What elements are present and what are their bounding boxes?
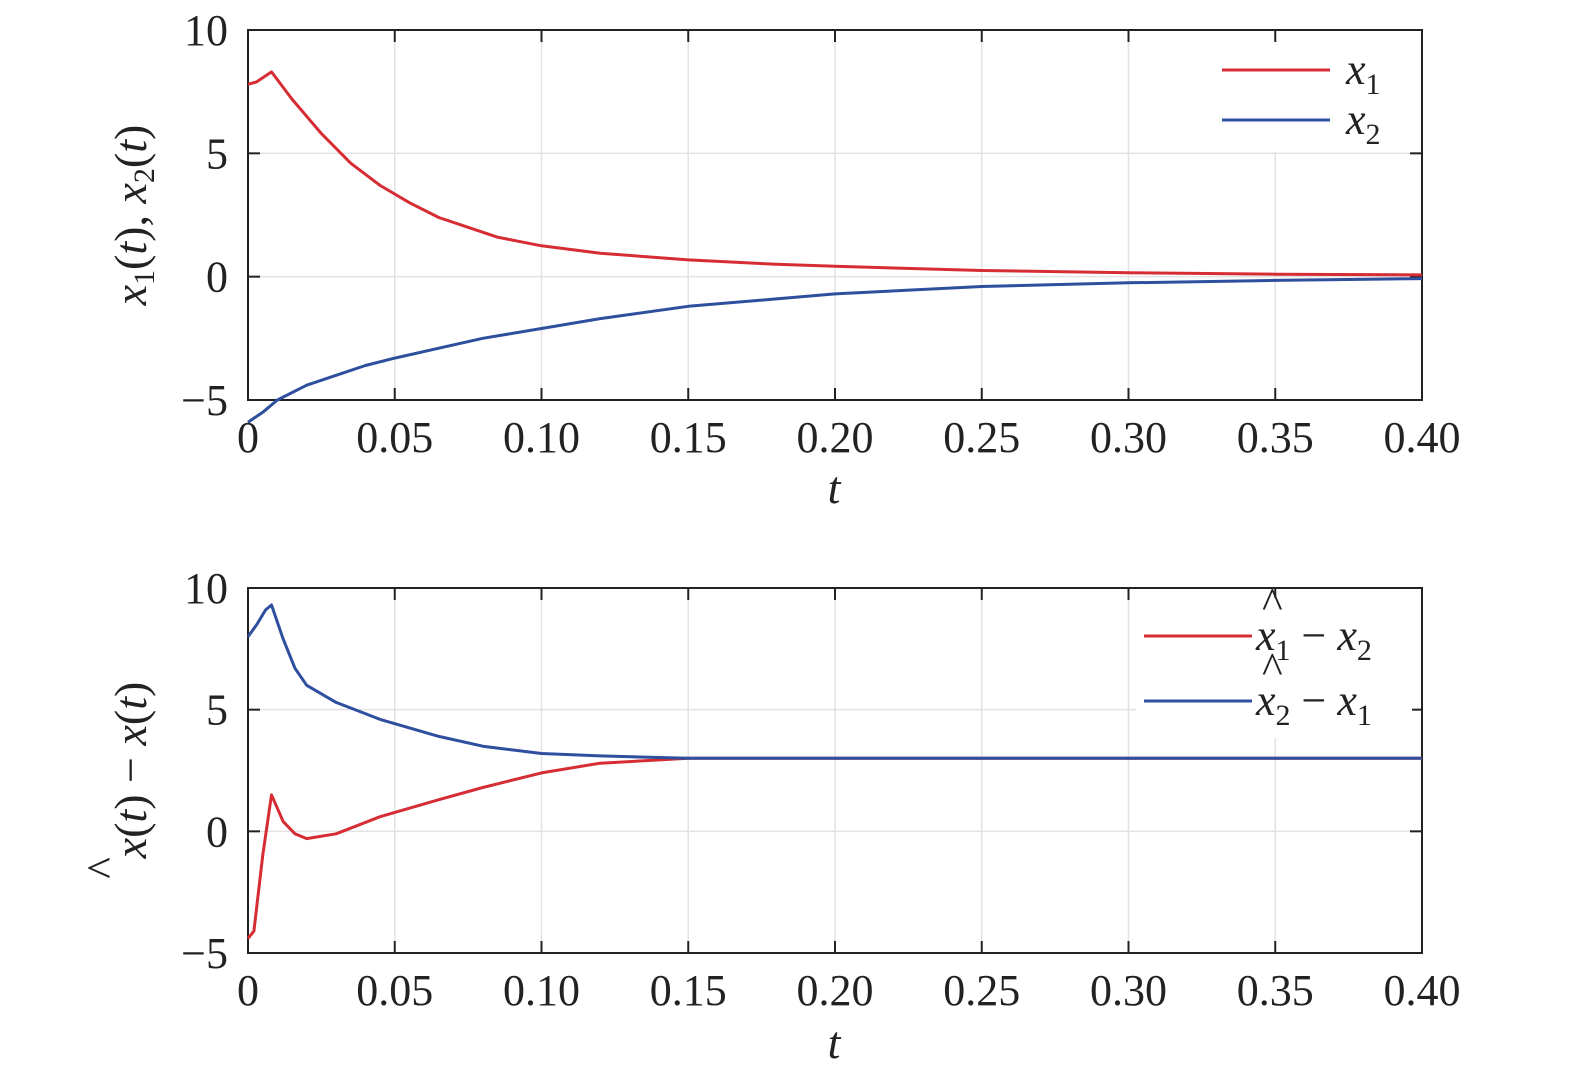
y-axis-label-bottom: x(t) − x(t) ^: [77, 682, 156, 879]
y-tick-label: 5: [206, 686, 228, 735]
y-tick-label: 10: [184, 6, 228, 55]
legend-top: x1 x2: [1212, 42, 1412, 152]
series-line-0-0: [247, 70, 1423, 277]
x-tick-label: 0.40: [1384, 966, 1461, 1015]
x-tick-label: 0: [237, 413, 259, 462]
x-tick-label: 0.15: [650, 966, 727, 1015]
x-tick-label: 0.35: [1237, 413, 1314, 462]
chart-bottom: 0 0.05 0.10 0.15 0.20 0.25 0.30 0.35 0.40−50510 …: [77, 564, 1461, 1068]
x-tick-label: 0.30: [1090, 413, 1167, 462]
chart-top: 0 0.05 0.10 0.15 0.20 0.25 0.30 0.35 0.40−50510 …: [105, 6, 1461, 513]
x-tick-label: 0.30: [1090, 966, 1167, 1015]
x-tick-label: 0.35: [1237, 966, 1314, 1015]
x-tick-label: 0.20: [797, 413, 874, 462]
y-tick-label: 5: [206, 129, 228, 178]
legend-label-xhat1-minus-x2: x1 − x2: [1255, 611, 1372, 667]
x-tick-label: 0.10: [503, 966, 580, 1015]
legend-box-bottom: [1136, 598, 1412, 738]
x-tick-label: 0.05: [356, 413, 433, 462]
x-tick-label: 0.20: [797, 966, 874, 1015]
y-tick-label: 0: [206, 253, 228, 302]
x-axis-label-bottom: t: [828, 1017, 842, 1068]
x-tick-label: 0: [237, 966, 259, 1015]
y-tick-label: −5: [181, 376, 228, 425]
hat-mark: ^: [1262, 579, 1283, 628]
x-tick-label: 0.10: [503, 413, 580, 462]
series-line-1-1: [246, 603, 1422, 760]
hat-mark: ^: [77, 857, 128, 879]
series-bottom: [246, 603, 1422, 940]
y-tick-label: 10: [184, 564, 228, 613]
x-tick-label: 0.15: [650, 413, 727, 462]
legend-bottom: x1 − x2 ^ x2 − x1 ^: [1136, 579, 1412, 738]
x-axis-label-top: t: [828, 462, 842, 513]
x-tick-label: 0.40: [1384, 413, 1461, 462]
svg-text:x(t) − x(t): x(t) − x(t): [105, 682, 156, 860]
legend-label-xhat2-minus-x1: x2 − x1: [1255, 676, 1372, 732]
y-axis-label-top: x1(t), x2(t): [105, 125, 161, 307]
series-line-0-1: [247, 277, 1423, 424]
x-tick-label: 0.25: [943, 413, 1020, 462]
y-tick-label: 0: [206, 807, 228, 856]
ticks-bottom: [247, 587, 1423, 954]
x-tick-label: 0.25: [943, 966, 1020, 1015]
legend-box-top: [1212, 42, 1412, 152]
y-tick-label: −5: [181, 929, 228, 978]
hat-mark: ^: [1262, 644, 1283, 693]
ticks-top: [247, 29, 1423, 401]
series-top: [247, 70, 1423, 424]
x-tick-label: 0.05: [356, 966, 433, 1015]
